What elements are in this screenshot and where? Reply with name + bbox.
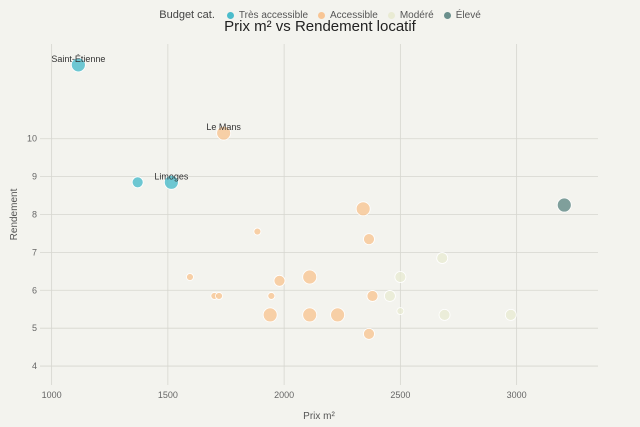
legend-swatch-icon [318,11,326,19]
data-point [215,292,223,300]
legend-item-tres-accessible[interactable]: Très accessible [226,9,309,21]
data-point [396,307,405,316]
y-tick-label: 7 [32,247,37,257]
point-label: Saint-Étienne [51,54,105,64]
data-point [363,233,375,246]
y-tick-label: 4 [32,361,37,371]
legend-swatch-icon [226,11,234,19]
legend-label: Modéré [399,9,434,21]
data-point [131,176,144,189]
data-point [302,307,318,323]
x-tick-label: 2000 [274,390,294,400]
chart-title: Prix m² vs Rendement locatif [224,18,416,35]
data-point [366,290,379,302]
data-point [394,271,407,283]
legend-item-eleve[interactable]: Élevé [443,9,481,21]
x-tick-label: 3000 [507,390,527,400]
legend-item-modere[interactable]: Modéré [387,9,434,21]
data-point [556,197,572,213]
y-tick-label: 9 [32,172,37,182]
data-point [70,57,86,73]
legend-label: Élevé [455,9,481,21]
legend-title: Budget cat. [159,9,215,21]
legend-swatch-icon [443,11,451,19]
data-point [186,273,194,281]
data-point [253,227,262,236]
point-label: Le Mans [206,122,241,132]
data-point [355,201,371,217]
legend-swatch-icon [387,11,395,19]
data-point [267,292,276,300]
x-tick-label: 1500 [158,390,178,400]
x-axis-label: Prix m² [303,411,335,422]
data-point [438,309,451,321]
data-point [262,307,278,323]
data-point [302,269,318,285]
y-axis-label: Rendement [9,188,20,240]
legend-item-accessible[interactable]: Accessible [318,10,378,21]
y-tick-label: 5 [32,323,37,333]
data-point [363,327,375,340]
data-point [216,125,232,141]
x-tick-label: 1000 [42,390,62,400]
y-tick-label: 6 [32,285,37,295]
legend-label: Accessible [330,9,378,21]
legend: Budget cat. Très accessible Accessible M… [0,9,640,21]
data-point [436,252,449,264]
data-point [330,307,346,323]
data-point [384,290,396,302]
y-tick-label: 10 [27,134,37,144]
point-label: Limoges [154,171,189,181]
data-point [163,174,179,190]
data-point [273,274,286,287]
legend-label: Très accessible [238,9,309,21]
x-tick-label: 2500 [390,390,410,400]
data-point [504,309,517,321]
y-tick-label: 8 [32,210,37,220]
